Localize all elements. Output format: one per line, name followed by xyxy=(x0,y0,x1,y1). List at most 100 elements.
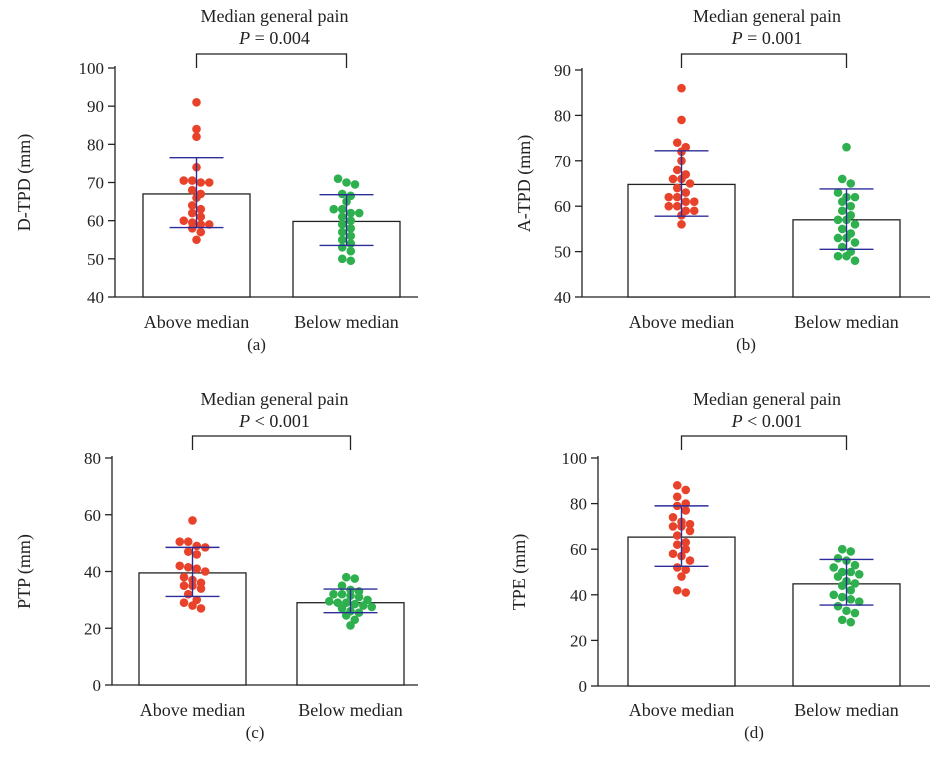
data-point xyxy=(837,615,847,625)
data-point xyxy=(187,185,197,195)
data-point xyxy=(837,197,847,206)
data-point xyxy=(672,585,682,595)
data-point xyxy=(337,604,347,613)
y-tick-label: 60 xyxy=(87,212,104,231)
data-point xyxy=(354,592,364,602)
p-value-text: = 0.001 xyxy=(743,28,803,48)
y-tick-label: 0 xyxy=(579,677,588,696)
data-point xyxy=(672,138,682,147)
data-point xyxy=(681,565,691,575)
y-tick-label: 60 xyxy=(84,506,101,525)
data-point xyxy=(346,224,356,233)
data-point xyxy=(672,481,682,490)
data-point xyxy=(183,537,193,547)
data-point xyxy=(329,589,338,599)
data-point xyxy=(833,215,843,225)
data-point xyxy=(187,208,197,218)
y-tick-label: 40 xyxy=(570,586,587,605)
data-point xyxy=(346,216,356,225)
data-point xyxy=(681,538,691,547)
data-point xyxy=(179,572,189,582)
chart-title: Median general pain xyxy=(201,6,349,26)
data-point xyxy=(685,519,695,529)
y-tick-label: 70 xyxy=(554,152,571,171)
data-point xyxy=(333,174,343,183)
data-point xyxy=(367,602,377,612)
data-point xyxy=(846,179,856,188)
data-point xyxy=(188,601,197,610)
p-value-text: = 0.004 xyxy=(250,28,310,48)
chart-title: Median general pain xyxy=(201,389,349,409)
y-tick-label: 90 xyxy=(87,97,104,116)
y-axis-label: D-TPD (mm) xyxy=(14,134,35,232)
data-point xyxy=(192,564,202,573)
data-point xyxy=(850,560,860,570)
data-point xyxy=(183,562,193,572)
data-point xyxy=(187,176,197,185)
y-tick-label: 20 xyxy=(84,619,101,638)
data-point xyxy=(337,220,347,229)
data-point xyxy=(672,192,682,202)
category-label: Above median xyxy=(140,700,245,720)
data-point xyxy=(196,220,206,229)
data-point xyxy=(668,512,678,522)
y-tick-label: 80 xyxy=(87,135,104,154)
significance-bracket xyxy=(195,53,348,68)
data-point xyxy=(837,174,847,184)
panel-label: (a) xyxy=(247,335,266,354)
data-point xyxy=(179,176,189,185)
data-point xyxy=(350,180,360,189)
data-point xyxy=(188,516,197,525)
data-point xyxy=(346,246,356,256)
data-point xyxy=(833,233,843,243)
y-tick-label: 80 xyxy=(570,495,587,514)
data-point xyxy=(685,179,695,188)
data-point xyxy=(850,192,860,202)
data-point xyxy=(829,563,839,572)
significance-bracket xyxy=(680,435,848,450)
data-point xyxy=(175,561,185,571)
data-point xyxy=(677,220,686,229)
data-point xyxy=(846,201,856,211)
p-value-symbol: P xyxy=(238,411,250,431)
p-value-text: < 0.001 xyxy=(250,411,310,431)
data-point xyxy=(179,581,189,590)
data-point xyxy=(346,231,356,241)
significance-bracket xyxy=(191,435,352,450)
category-label: Below median xyxy=(294,312,398,332)
data-point xyxy=(183,589,193,599)
data-point xyxy=(677,83,686,93)
data-point xyxy=(664,192,674,202)
data-point xyxy=(837,592,847,602)
data-point xyxy=(192,541,202,551)
p-value-symbol: P xyxy=(238,28,250,48)
y-tick-label: 0 xyxy=(93,676,102,695)
data-point xyxy=(837,544,847,554)
data-point xyxy=(850,220,860,229)
data-point xyxy=(850,256,860,265)
data-point xyxy=(350,574,360,583)
data-point xyxy=(354,208,364,218)
significance-bracket xyxy=(680,53,848,68)
p-value-label: P < 0.001 xyxy=(731,411,803,431)
data-point xyxy=(337,243,347,252)
data-point xyxy=(204,220,214,229)
data-point xyxy=(196,212,206,222)
data-point xyxy=(668,522,678,531)
category-label: Above median xyxy=(144,312,249,332)
y-tick-label: 90 xyxy=(554,61,571,80)
p-value-symbol: P xyxy=(731,28,743,48)
panel-label: (d) xyxy=(744,723,764,742)
data-point xyxy=(192,132,201,141)
data-point xyxy=(196,604,206,613)
data-point xyxy=(192,550,202,559)
data-point xyxy=(685,556,695,565)
data-point xyxy=(346,621,355,630)
data-point xyxy=(672,540,682,549)
data-point xyxy=(681,485,691,495)
data-point xyxy=(179,216,189,225)
y-axis-label: PTP (mm) xyxy=(14,534,35,609)
data-point xyxy=(192,124,201,134)
data-point xyxy=(672,183,682,193)
panel-label: (c) xyxy=(246,723,265,742)
